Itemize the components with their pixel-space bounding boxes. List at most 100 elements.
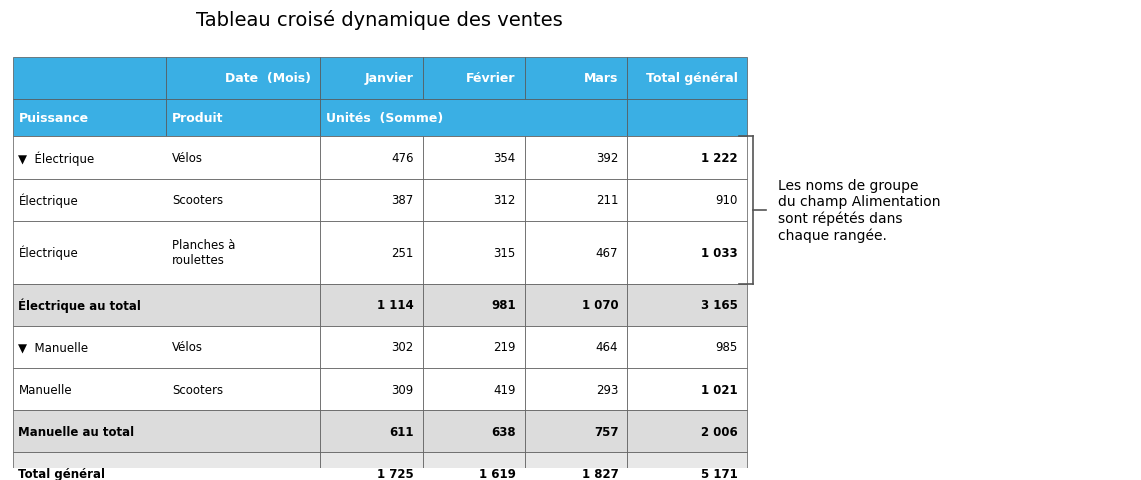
Bar (422, 179, 525, 221)
Text: 1 725: 1 725 (377, 467, 413, 480)
Text: 354: 354 (494, 152, 516, 165)
Text: Scooters: Scooters (172, 194, 224, 207)
Bar (525, 137, 628, 179)
Bar (321, 179, 422, 221)
Text: Électrique au total: Électrique au total (18, 298, 141, 312)
Text: 1 619: 1 619 (479, 467, 516, 480)
Bar (422, 452, 525, 480)
Text: 309: 309 (391, 383, 413, 396)
Text: 211: 211 (596, 194, 618, 207)
Text: Total général: Total général (646, 72, 738, 85)
Text: 1 222: 1 222 (702, 152, 738, 165)
Bar (525, 58, 628, 99)
Text: Planches à
roulettes: Planches à roulettes (172, 239, 235, 267)
Text: 387: 387 (391, 194, 413, 207)
Text: 251: 251 (391, 246, 413, 259)
Bar (321, 58, 422, 99)
Text: Vélos: Vélos (172, 341, 203, 354)
Bar (628, 452, 747, 480)
Bar (628, 179, 747, 221)
Text: 638: 638 (492, 425, 516, 438)
Text: 3 165: 3 165 (701, 299, 738, 312)
Text: 419: 419 (493, 383, 516, 396)
Text: 985: 985 (715, 341, 738, 354)
Text: 757: 757 (593, 425, 618, 438)
Text: Manuelle: Manuelle (18, 383, 72, 396)
Text: ▼  Électrique: ▼ Électrique (18, 151, 95, 166)
Bar (525, 410, 628, 452)
Text: Électrique: Électrique (18, 193, 79, 207)
Text: 1 033: 1 033 (702, 246, 738, 259)
Text: 467: 467 (596, 246, 618, 259)
Bar (422, 368, 525, 410)
Text: 293: 293 (596, 383, 618, 396)
Text: Janvier: Janvier (365, 72, 413, 85)
Text: 981: 981 (492, 299, 516, 312)
Bar (13, 58, 167, 99)
Bar (321, 284, 422, 326)
Bar (525, 284, 628, 326)
Bar (422, 58, 525, 99)
Bar (13, 326, 321, 368)
Bar (525, 179, 628, 221)
Text: 5 171: 5 171 (701, 467, 738, 480)
Bar (422, 284, 525, 326)
Text: 1 021: 1 021 (702, 383, 738, 396)
Bar (422, 326, 525, 368)
Text: 312: 312 (494, 194, 516, 207)
Text: 464: 464 (596, 341, 618, 354)
Text: 219: 219 (493, 341, 516, 354)
Text: Puissance: Puissance (18, 112, 89, 125)
Bar (422, 137, 525, 179)
Bar (628, 221, 747, 284)
Bar (628, 326, 747, 368)
Text: Mars: Mars (584, 72, 618, 85)
Text: 302: 302 (391, 341, 413, 354)
Text: Produit: Produit (172, 112, 224, 125)
Bar (321, 452, 422, 480)
Bar (321, 368, 422, 410)
Text: Manuelle au total: Manuelle au total (18, 425, 135, 438)
Text: Date  (Mois): Date (Mois) (225, 72, 311, 85)
Text: Février: Février (467, 72, 516, 85)
Text: 910: 910 (715, 194, 738, 207)
Bar (13, 137, 321, 179)
Bar (13, 179, 321, 221)
Bar (13, 284, 321, 326)
Text: 1 114: 1 114 (377, 299, 413, 312)
Bar (13, 221, 321, 284)
Bar (525, 368, 628, 410)
Text: Vélos: Vélos (172, 152, 203, 165)
Bar (321, 326, 422, 368)
Text: Tableau croisé dynamique des ventes: Tableau croisé dynamique des ventes (196, 10, 564, 30)
Bar (628, 99, 747, 137)
Bar (628, 58, 747, 99)
Bar (525, 221, 628, 284)
Bar (13, 452, 321, 480)
Text: 1 827: 1 827 (582, 467, 618, 480)
Text: Électrique: Électrique (18, 245, 79, 260)
Bar (628, 284, 747, 326)
Text: Les noms de groupe
du champ Alimentation
sont répétés dans
chaque rangée.: Les noms de groupe du champ Alimentation… (778, 179, 940, 242)
Bar (628, 137, 747, 179)
Bar (13, 99, 167, 137)
Text: 611: 611 (389, 425, 413, 438)
Bar (628, 368, 747, 410)
Bar (525, 326, 628, 368)
Text: 2 006: 2 006 (701, 425, 738, 438)
Text: Unités  (Somme): Unités (Somme) (326, 112, 443, 125)
Bar (321, 99, 628, 137)
Bar (167, 99, 321, 137)
Text: Total général: Total général (18, 467, 105, 480)
Bar (167, 58, 321, 99)
Bar (321, 221, 422, 284)
Text: 315: 315 (494, 246, 516, 259)
Text: 1 070: 1 070 (582, 299, 618, 312)
Bar (525, 452, 628, 480)
Bar (13, 368, 321, 410)
Text: ▼  Manuelle: ▼ Manuelle (18, 341, 89, 354)
Text: 392: 392 (596, 152, 618, 165)
Bar (422, 221, 525, 284)
Bar (422, 410, 525, 452)
Bar (321, 410, 422, 452)
